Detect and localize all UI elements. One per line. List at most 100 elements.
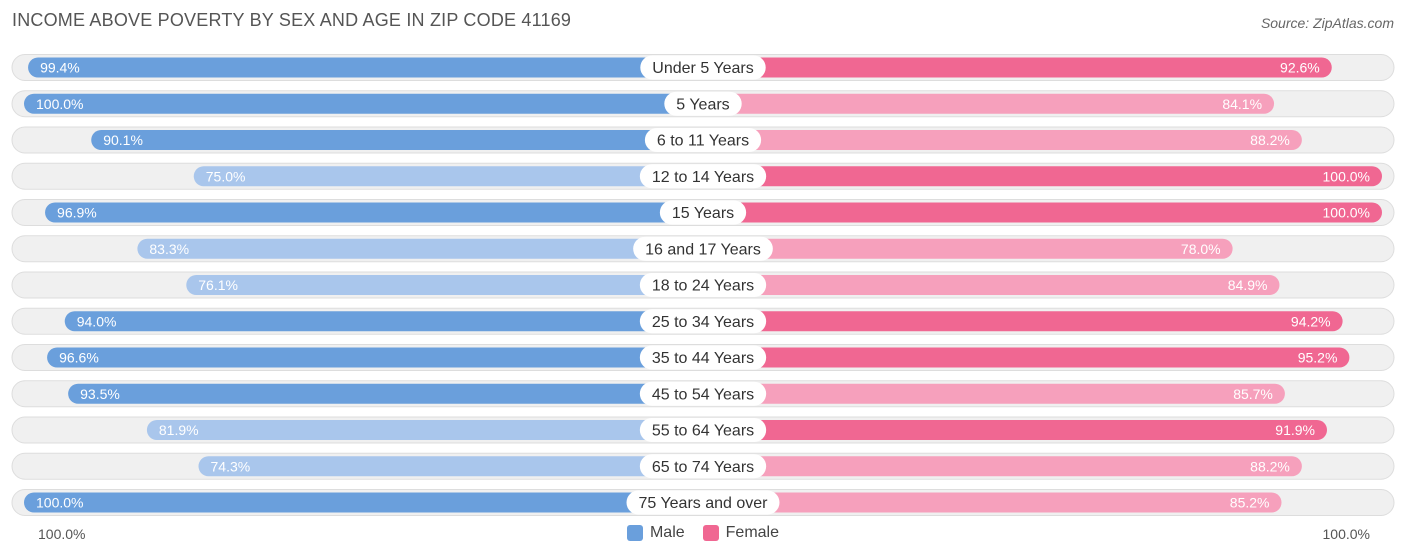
- value-label-female: 84.9%: [1228, 277, 1268, 293]
- value-label-female: 78.0%: [1181, 241, 1221, 257]
- category-label: 55 to 64 Years: [652, 423, 754, 440]
- value-label-female: 100.0%: [1323, 168, 1370, 184]
- category-label: Under 5 Years: [652, 60, 753, 77]
- axis-right-label: 100.0%: [1322, 526, 1370, 542]
- bar-female[interactable]: [703, 311, 1343, 332]
- value-label-male: 100.0%: [36, 495, 83, 511]
- bar-row: 99.4% 92.6% Under 5 Years: [11, 54, 1395, 81]
- category-pill: [639, 345, 767, 370]
- bar-female[interactable]: [703, 275, 1280, 295]
- bar-row: 100.0% 85.2% 75 Years and over: [11, 489, 1395, 516]
- bar-male[interactable]: [68, 383, 703, 404]
- legend-item-female[interactable]: Female: [702, 524, 780, 542]
- bar-row: 100.0% 84.1% 5 Years: [11, 90, 1395, 118]
- category-pill: [639, 273, 767, 297]
- bar-male[interactable]: [193, 166, 703, 187]
- bar-female[interactable]: [703, 383, 1285, 404]
- category-label: 16 and 17 Years: [645, 241, 761, 258]
- value-label-male: 76.1%: [198, 277, 238, 293]
- category-label: 25 to 34 Years: [652, 314, 754, 331]
- value-label-male: 96.9%: [57, 205, 97, 221]
- value-label-male: 90.1%: [103, 132, 143, 148]
- bar-male[interactable]: [24, 492, 703, 513]
- category-label: 45 to 54 Years: [652, 386, 754, 403]
- bar-row: 90.1% 88.2% 6 to 11 Years: [11, 126, 1395, 154]
- bar-male[interactable]: [198, 456, 704, 477]
- legend-label-male: Male: [649, 524, 685, 541]
- value-label-female: 92.6%: [1280, 60, 1320, 76]
- category-pill: [639, 454, 767, 479]
- bar-male[interactable]: [186, 275, 703, 295]
- bar-row: 75.0% 100.0% 12 to 14 Years: [11, 162, 1395, 190]
- bar-row: 76.1% 84.9% 18 to 24 Years: [11, 271, 1395, 299]
- chart-title: INCOME ABOVE POVERTY BY SEX AND AGE IN Z…: [12, 10, 572, 30]
- value-label-male: 93.5%: [80, 386, 120, 402]
- category-label: 65 to 74 Years: [652, 459, 754, 476]
- category-label: 5 Years: [676, 96, 729, 113]
- bar-female[interactable]: [703, 166, 1382, 187]
- value-label-male: 75.0%: [206, 168, 246, 184]
- category-pill: [644, 128, 762, 152]
- category-pill: [639, 164, 767, 189]
- bar-male[interactable]: [91, 130, 703, 150]
- category-label: 6 to 11 Years: [657, 133, 749, 150]
- bar-male[interactable]: [45, 202, 703, 223]
- bar-chart: 99.4% 92.6% Under 5 Years 100.0% 84.1% 5 Year…: [11, 54, 1395, 516]
- legend-label-female: Female: [725, 524, 780, 541]
- bar-male[interactable]: [137, 238, 703, 259]
- category-pill: [639, 381, 767, 406]
- category-pill: [639, 418, 767, 442]
- bar-row: 81.9% 91.9% 55 to 64 Years: [11, 416, 1395, 444]
- bar-male[interactable]: [24, 93, 703, 114]
- category-label: 75 Years and over: [639, 495, 769, 512]
- value-label-female: 85.2%: [1230, 495, 1270, 511]
- bar-female[interactable]: [703, 420, 1328, 440]
- value-label-male: 83.3%: [149, 241, 189, 257]
- bar-row: 94.0% 94.2% 25 to 34 Years: [11, 307, 1395, 335]
- category-pill: [626, 490, 780, 515]
- category-pill: [664, 91, 742, 116]
- bar-male[interactable]: [47, 347, 703, 368]
- value-label-male: 99.4%: [40, 60, 80, 76]
- bar-row: 93.5% 85.7% 45 to 54 Years: [11, 380, 1395, 408]
- bar-male[interactable]: [146, 420, 704, 440]
- bar-female[interactable]: [703, 492, 1282, 513]
- value-label-female: 95.2%: [1298, 350, 1338, 366]
- value-label-female: 91.9%: [1275, 422, 1315, 438]
- category-label: 12 to 14 Years: [652, 169, 754, 186]
- value-label-male: 74.3%: [211, 458, 251, 474]
- category-label: 18 to 24 Years: [652, 278, 754, 295]
- value-label-male: 94.0%: [77, 313, 117, 329]
- value-label-male: 96.6%: [59, 350, 99, 366]
- legend-swatch-female: [702, 525, 719, 541]
- bar-row: 96.9% 100.0% 15 Years: [11, 199, 1395, 226]
- category-pill: [639, 309, 767, 334]
- category-pill: [633, 236, 773, 261]
- bar-row: 83.3% 78.0% 16 and 17 Years: [11, 235, 1395, 263]
- value-label-female: 94.2%: [1291, 313, 1331, 329]
- bar-male[interactable]: [28, 57, 704, 78]
- bar-row: 96.6% 95.2% 35 to 44 Years: [11, 344, 1395, 371]
- value-label-male: 100.0%: [36, 96, 83, 112]
- category-pill: [640, 55, 766, 80]
- bar-row: 74.3% 88.2% 65 to 74 Years: [11, 452, 1395, 480]
- bar-female[interactable]: [703, 202, 1382, 223]
- bar-female[interactable]: [703, 57, 1332, 78]
- bar-female[interactable]: [703, 456, 1302, 477]
- value-label-female: 100.0%: [1323, 205, 1370, 221]
- value-label-female: 88.2%: [1250, 458, 1290, 474]
- category-label: 35 to 44 Years: [652, 350, 754, 367]
- bar-female[interactable]: [703, 130, 1302, 150]
- source-credit: Source: ZipAtlas.com: [1260, 15, 1394, 31]
- value-label-male: 81.9%: [159, 422, 199, 438]
- value-label-female: 85.7%: [1233, 386, 1273, 402]
- category-label: 15 Years: [672, 205, 734, 222]
- bar-female[interactable]: [703, 238, 1233, 259]
- bar-female[interactable]: [703, 93, 1275, 114]
- value-label-female: 88.2%: [1250, 132, 1290, 148]
- bar-female[interactable]: [703, 347, 1350, 368]
- bar-male[interactable]: [64, 311, 704, 332]
- legend-item-male[interactable]: Male: [626, 524, 685, 542]
- legend-swatch-male: [626, 525, 643, 541]
